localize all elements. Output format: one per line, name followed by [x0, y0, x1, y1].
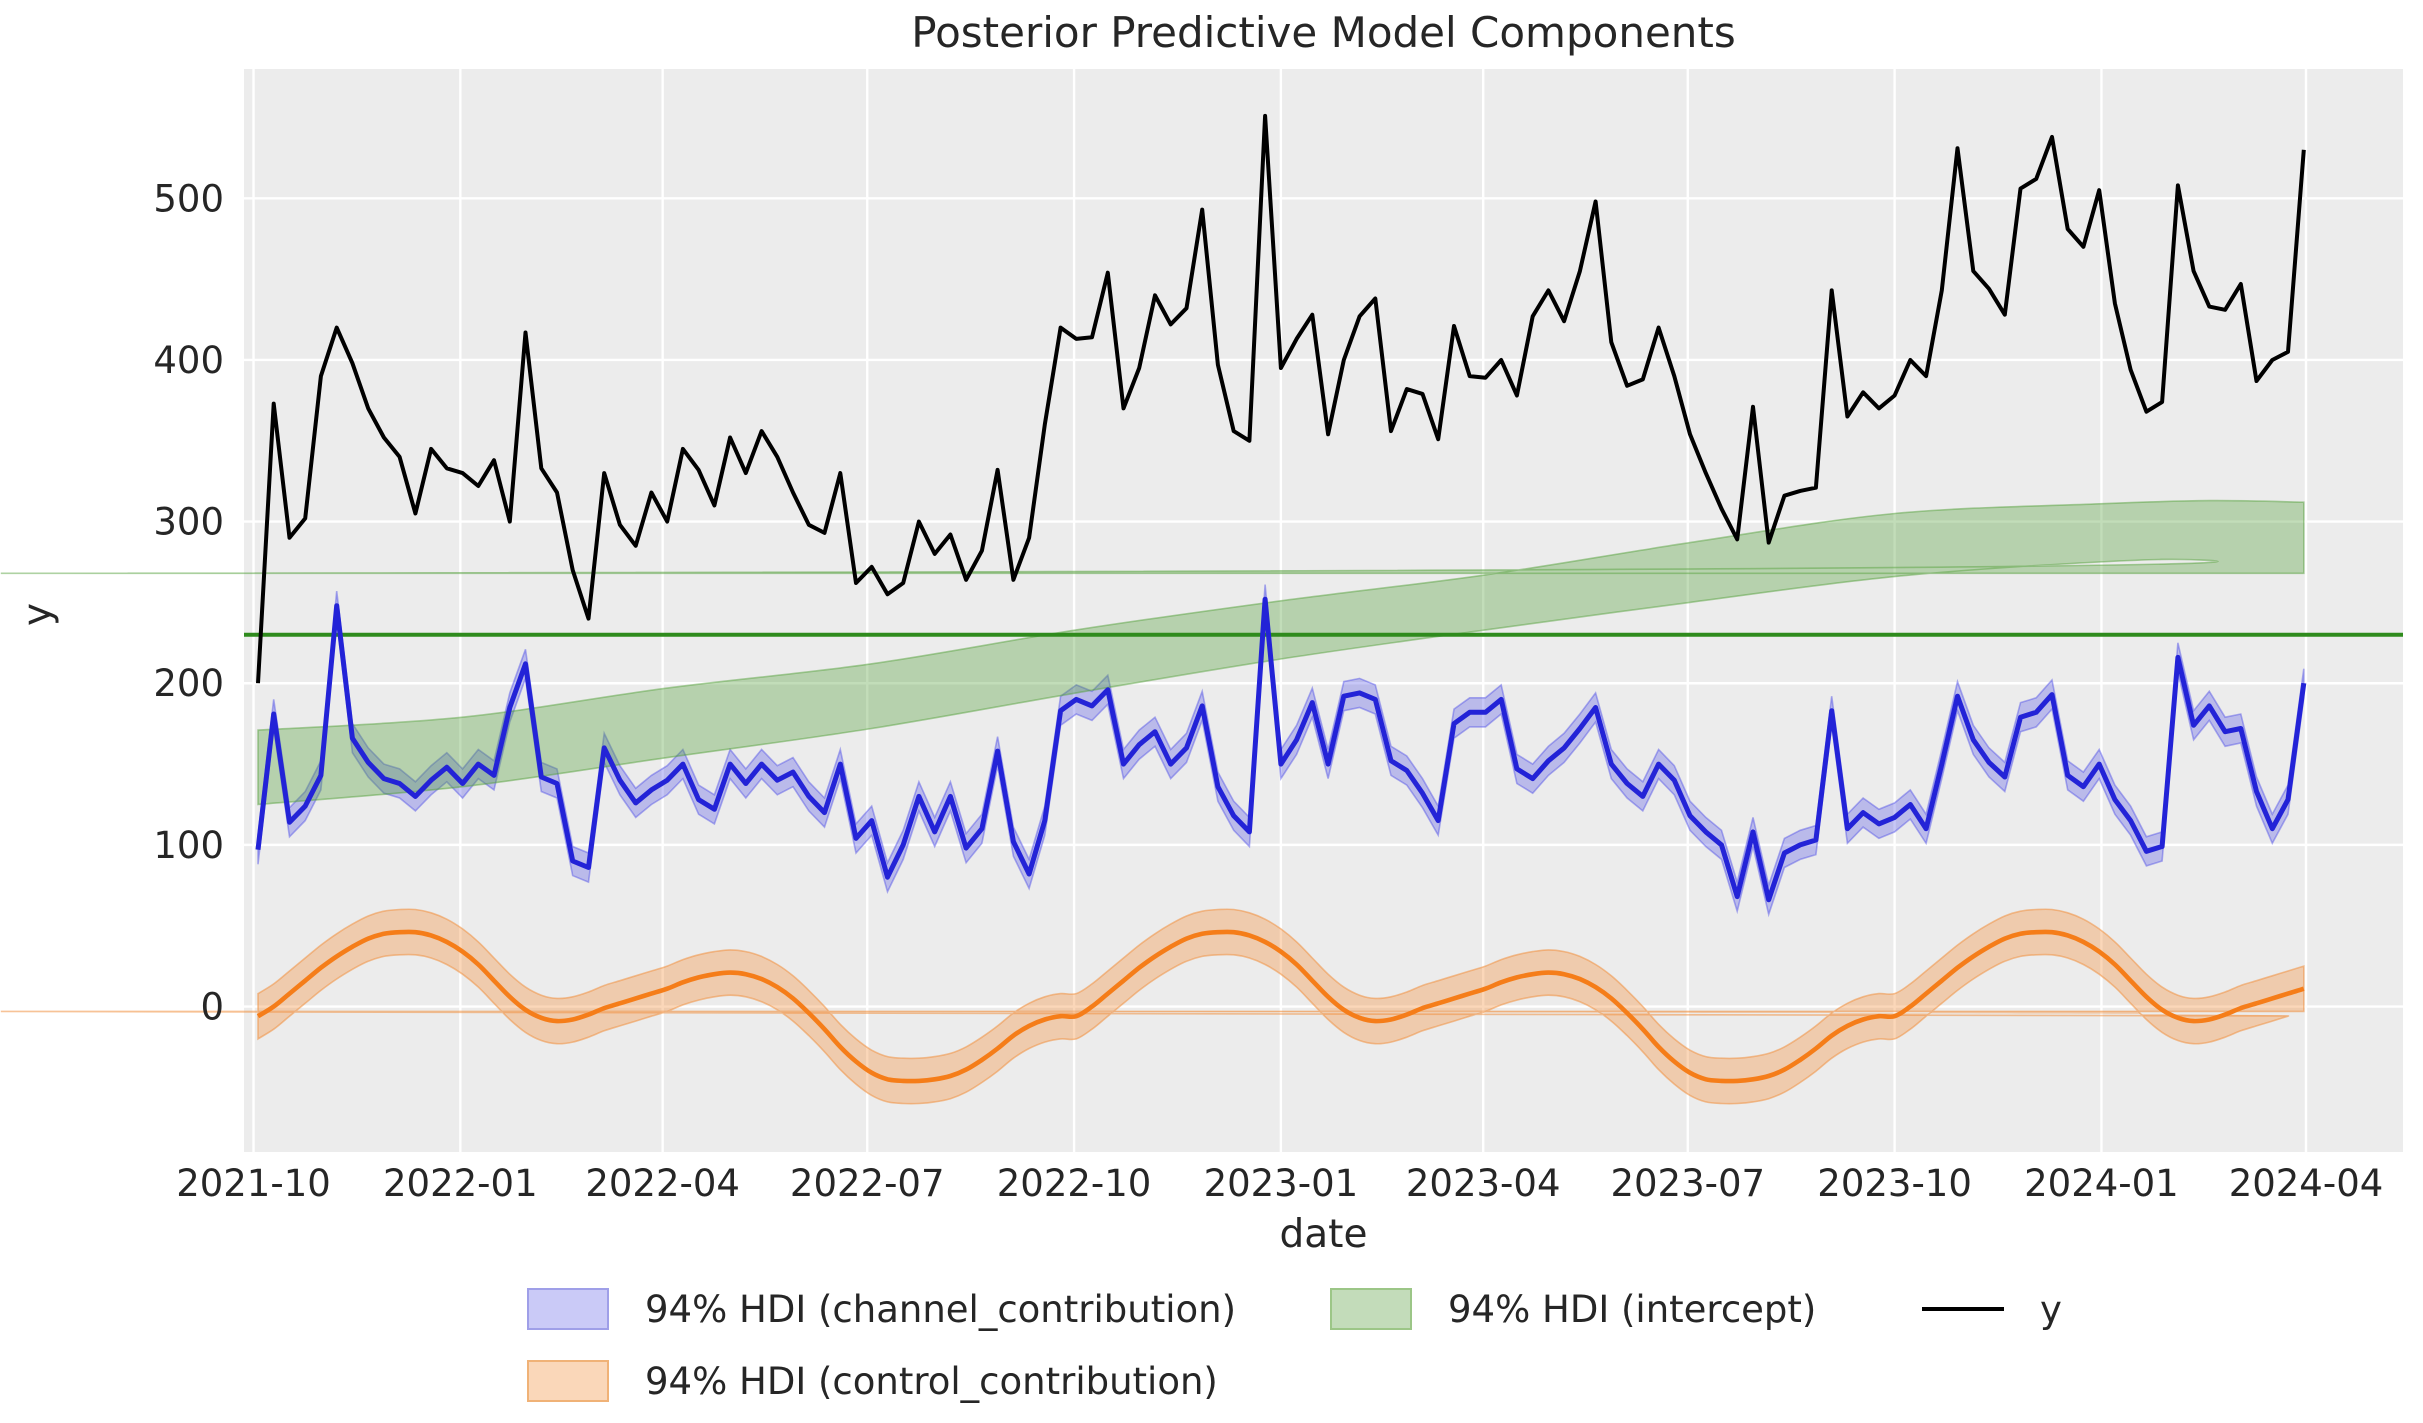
legend-item: y	[1922, 1286, 2062, 1332]
y-tick-label: 500	[153, 177, 224, 220]
y-tick-label: 200	[153, 662, 224, 705]
legend-swatch-patch	[527, 1360, 609, 1402]
x-tick-label: 2023-04	[1406, 1162, 1561, 1205]
x-axis-label: date	[1279, 1212, 1368, 1257]
y-tick-label: 0	[200, 986, 224, 1029]
band-intercept	[0, 499, 2305, 806]
legend-item: 94% HDI (channel_contribution)	[527, 1286, 1236, 1332]
legend-swatch-patch	[1330, 1288, 1412, 1330]
y-axis-label: y	[15, 602, 61, 627]
x-tick-label: 2022-10	[997, 1162, 1152, 1205]
series-channel-line	[255, 596, 2307, 903]
series-control-line	[256, 929, 2305, 1084]
chart-title: Posterior Predictive Model Components	[911, 8, 1736, 57]
legend-label: y	[2040, 1287, 2062, 1331]
x-tick-label: 2023-10	[1817, 1162, 1972, 1205]
y-tick-label: 300	[153, 501, 224, 544]
x-tick-label: 2024-01	[2024, 1162, 2179, 1205]
legend-swatch-line	[1922, 1307, 2004, 1311]
y-tick-label: 100	[153, 824, 224, 867]
legend-swatch-patch	[527, 1288, 609, 1330]
x-tick-label: 2021-10	[176, 1162, 331, 1205]
legend-item: 94% HDI (control_contribution)	[527, 1358, 1218, 1404]
x-tick-label: 2022-04	[585, 1162, 740, 1205]
legend-item: 94% HDI (intercept)	[1330, 1286, 1816, 1332]
legend-label: 94% HDI (intercept)	[1448, 1287, 1817, 1331]
x-tick-label: 2024-04	[2229, 1162, 2384, 1205]
plot-background	[244, 69, 2403, 1152]
y-tick-label: 400	[153, 339, 224, 382]
x-tick-label: 2023-07	[1610, 1162, 1765, 1205]
legend-label: 94% HDI (channel_contribution)	[645, 1287, 1237, 1331]
x-tick-label: 2022-07	[790, 1162, 945, 1205]
series-y-line	[256, 113, 2306, 684]
legend-label: 94% HDI (control_contribution)	[645, 1359, 1218, 1403]
x-tick-label: 2023-01	[1204, 1162, 1359, 1205]
x-tick-label: 2022-01	[383, 1162, 538, 1205]
